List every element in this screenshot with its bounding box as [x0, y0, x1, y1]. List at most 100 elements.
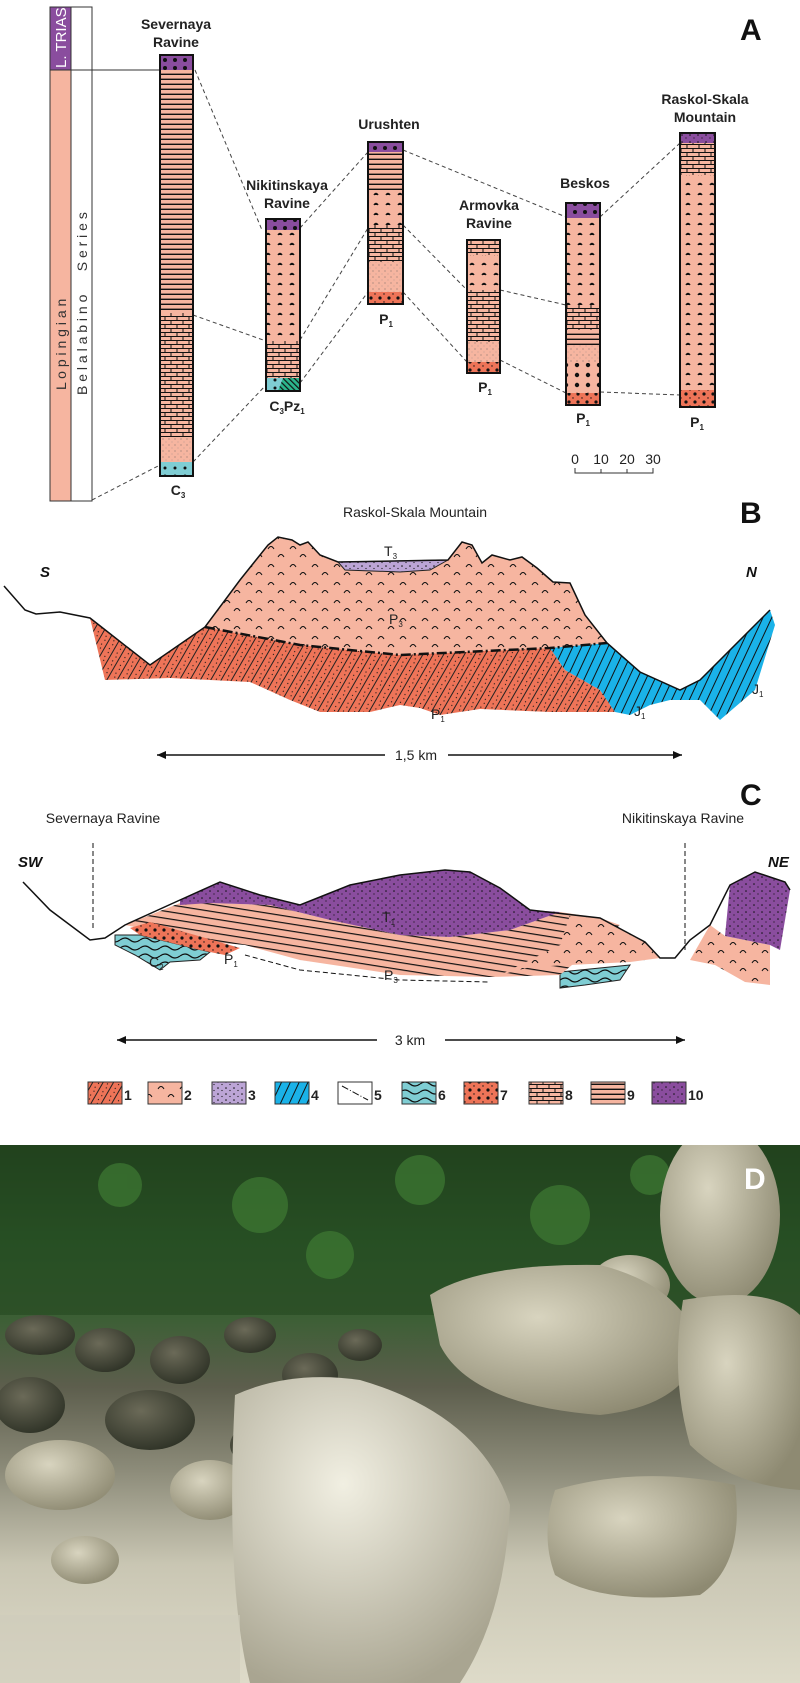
distance-arrow-b: 1,5 km	[157, 747, 682, 763]
correlation-lines	[91, 69, 681, 501]
unit-p3	[125, 903, 620, 977]
series-bar	[70, 6, 93, 502]
series-label: B e l a l a b i n o S e r i e s	[74, 212, 90, 395]
section-b-title: Raskol-Skala Mountain	[343, 504, 487, 520]
section-nikitinskaya: Nikitinskaya Ravine C3Pz1	[246, 177, 328, 416]
legend-item-5: 5	[337, 1081, 382, 1105]
legend-item-6: 6	[401, 1081, 446, 1105]
section-base-age: P1	[576, 410, 590, 428]
boulder	[430, 1264, 700, 1415]
boulder-photo-illustration	[0, 1145, 800, 1683]
section-base-age: P1	[379, 311, 393, 329]
svg-text:5: 5	[374, 1087, 382, 1103]
boulder	[232, 1377, 510, 1683]
panel-label-b: B	[740, 497, 762, 530]
strat-column: L. TRIAS L o p i n g i a n B e l a l a b…	[49, 6, 160, 502]
unit-label: T3	[384, 543, 398, 561]
panel-label-a: A	[740, 14, 762, 47]
section-base-age: C3Pz1	[269, 398, 305, 416]
section-armovka: Armovka Ravine P1	[459, 197, 519, 397]
svg-text:2: 2	[184, 1087, 192, 1103]
svg-text:3: 3	[248, 1087, 256, 1103]
section-name: Urushten	[358, 116, 419, 132]
legend-item-4: 4	[274, 1081, 319, 1105]
direction-ne: NE	[768, 854, 790, 871]
unit-p1	[90, 618, 615, 715]
unit-label: T1	[382, 909, 396, 927]
section-name: Ravine	[466, 215, 512, 231]
legend-item-7: 7	[463, 1081, 508, 1105]
distance-label: 3 km	[395, 1032, 425, 1048]
panel-label-d: D	[744, 1163, 766, 1196]
fault-line	[204, 625, 608, 657]
geological-figure: A L. TRIAS L o p i n g i a n B e l a l a…	[3, 6, 791, 1105]
section-name: Armovka	[459, 197, 519, 213]
unit-p1	[130, 922, 240, 955]
svg-text:8: 8	[565, 1087, 573, 1103]
svg-text:6: 6	[438, 1087, 446, 1103]
section-base-age: P1	[690, 414, 704, 432]
severnaya-ravine-label: Severnaya Ravine	[46, 810, 161, 826]
unit-p3	[205, 537, 607, 655]
scale-tick-label: 30	[645, 451, 661, 467]
section-name: Mountain	[674, 109, 736, 125]
scale-tick-label: 10	[593, 451, 609, 467]
svg-text:4: 4	[311, 1087, 319, 1103]
boulder	[677, 1295, 800, 1490]
boulder	[547, 1476, 737, 1598]
topographic-profile	[3, 536, 771, 691]
section-severnaya: Severnaya Ravine C3	[141, 16, 211, 500]
outcrop-photo: D	[0, 1145, 800, 1683]
trias-label: L. TRIAS	[53, 7, 70, 68]
unit-label: J1	[634, 703, 646, 721]
section-name: Severnaya	[141, 16, 211, 32]
scale-tick-label: 0	[571, 451, 579, 467]
legend-item-9: 9	[590, 1081, 635, 1105]
unit-label: P1	[431, 706, 445, 724]
unit-label: C2	[149, 954, 164, 972]
legend: 1 2 3 4 5 6 7 8 9 10	[87, 1081, 704, 1105]
unit-t1	[180, 870, 560, 937]
unit-j1	[550, 610, 775, 720]
unit-p3-arcs	[500, 915, 660, 975]
legend-item-2: 2	[147, 1081, 192, 1105]
section-beskos: Beskos P1	[560, 175, 610, 428]
distance-arrow-c: 3 km	[117, 1032, 685, 1048]
direction-s: S	[40, 564, 50, 581]
section-name: Raskol-Skala	[661, 91, 748, 107]
cross-section-c: T1 C2 P1 P3	[22, 843, 791, 989]
section-name: Ravine	[153, 34, 199, 50]
unit-label: P3	[384, 967, 398, 985]
legend-item-8: 8	[528, 1081, 573, 1105]
section-raskol-skala: Raskol-Skala Mountain P1	[661, 91, 748, 432]
unit-c2-right	[559, 964, 632, 989]
distance-label: 1,5 km	[395, 747, 437, 763]
section-urushten: Urushten P1	[358, 116, 419, 329]
unit-label: J1	[752, 681, 764, 699]
legend-item-10: 10	[651, 1081, 704, 1105]
svg-text:9: 9	[627, 1087, 635, 1103]
nikitinskaya-ravine-label: Nikitinskaya Ravine	[622, 810, 744, 826]
legend-item-3: 3	[211, 1081, 256, 1105]
section-base-age: C3	[171, 482, 186, 500]
unit-ne-purple	[725, 872, 790, 950]
svg-text:1: 1	[124, 1087, 132, 1103]
lopingian-bar	[49, 69, 72, 502]
scale-bar: 0 10 20 30	[571, 451, 661, 474]
direction-sw: SW	[18, 854, 44, 871]
section-name: Nikitinskaya	[246, 177, 328, 193]
unit-label: P1	[224, 951, 238, 969]
svg-text:10: 10	[688, 1087, 704, 1103]
unit-ne-pink	[690, 925, 770, 985]
scale-tick-label: 20	[619, 451, 635, 467]
legend-item-1: 1	[87, 1081, 132, 1105]
section-base-age: P1	[478, 379, 492, 397]
section-name: Ravine	[264, 195, 310, 211]
panel-label-c: C	[740, 779, 762, 812]
svg-text:7: 7	[500, 1087, 508, 1103]
unit-label: P3	[389, 611, 403, 629]
lopingian-label: L o p i n g i a n	[53, 299, 69, 390]
direction-n: N	[746, 564, 758, 581]
cross-section-b: T3 P3 P1 J1 J1	[3, 536, 775, 724]
section-name: Beskos	[560, 175, 610, 191]
